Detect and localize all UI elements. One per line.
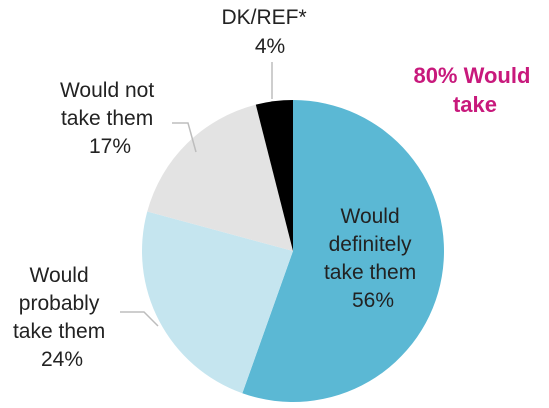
label-would-not-line-1: Would not <box>60 79 154 102</box>
pie-slices <box>142 99 444 402</box>
callout-total: 80% Would take <box>413 63 536 117</box>
label-dk-ref-pct: 4% <box>255 35 285 58</box>
label-probably-pct: 24% <box>41 348 83 371</box>
label-would-not-line-2: take them <box>61 107 153 130</box>
label-probably-line-3: take them <box>13 320 105 343</box>
label-would-not: Would not take them 17% <box>60 79 160 158</box>
slice-would-not <box>147 104 293 252</box>
label-probably-line-2: probably <box>19 292 100 315</box>
label-definitely-line-1: Would <box>341 205 400 228</box>
label-definitely-line-2: definitely <box>329 233 412 256</box>
label-dk-ref: DK/REF* 4% <box>221 6 312 58</box>
slice-dk-ref <box>255 99 293 251</box>
callout-line-1: 80% Would <box>413 63 530 88</box>
slice-probably <box>142 211 293 394</box>
slice-definitely <box>242 100 444 402</box>
label-probably: Would probably take them 24% <box>13 264 111 371</box>
label-dk-ref-line-1: DK/REF* <box>221 6 306 29</box>
label-probably-line-1: Would <box>30 264 89 287</box>
label-definitely-line-3: take them <box>324 261 416 284</box>
leader-line-would-not <box>172 122 197 153</box>
label-definitely-pct: 56% <box>352 289 394 312</box>
label-would-not-pct: 17% <box>89 135 131 158</box>
callout-line-2: take <box>453 92 497 117</box>
leader-line-probably <box>120 311 159 327</box>
label-definitely: Would definitely take them 56% <box>324 205 422 312</box>
